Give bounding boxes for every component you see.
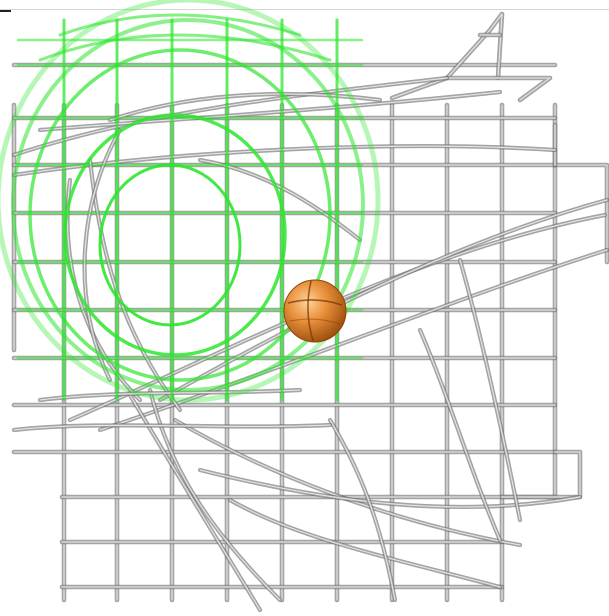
- viewer-top-divider: [0, 0, 609, 10]
- mesh-curve: [327, 417, 398, 603]
- mesh-curve: [457, 257, 523, 523]
- mesh-curve: [197, 467, 583, 510]
- mesh-curve: [157, 197, 609, 403]
- mesh-curve: [11, 422, 333, 433]
- density-cap: [38, 33, 332, 62]
- green-density-cage: [0, 0, 381, 403]
- density-cap: [58, 13, 302, 37]
- ion-sphere[interactable]: [283, 279, 347, 343]
- mesh-top-spike: [444, 11, 505, 81]
- mesh-curve: [147, 387, 283, 603]
- density-shell: [11, 18, 365, 392]
- gray-mesh-curves: [11, 75, 609, 613]
- density-shell: [0, 0, 381, 403]
- mesh-curve: [37, 89, 503, 133]
- mesh-curve: [227, 497, 503, 590]
- mesh-curve: [417, 327, 503, 543]
- density-shell: [63, 113, 287, 357]
- density-shell: [98, 163, 242, 327]
- mesh-top-spike: [389, 75, 553, 103]
- mesh-curve: [37, 387, 303, 403]
- viewer-corner-mark: [0, 10, 11, 12]
- density-shell: [28, 48, 332, 382]
- mesh-curve: [172, 417, 523, 548]
- mesh-curve: [107, 91, 383, 123]
- mesh-edge-segment: [499, 449, 583, 500]
- mesh-curve: [82, 127, 123, 383]
- mesh-edge-segment: [552, 162, 609, 265]
